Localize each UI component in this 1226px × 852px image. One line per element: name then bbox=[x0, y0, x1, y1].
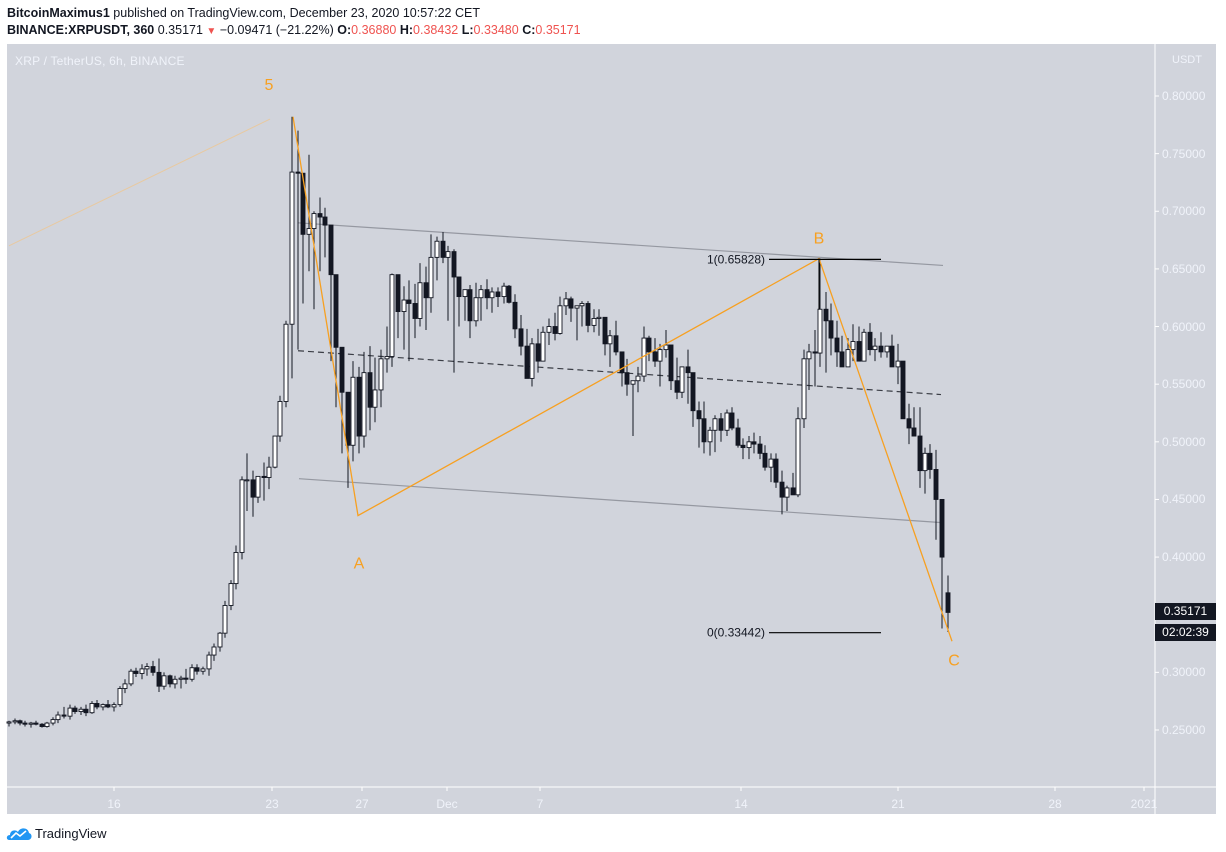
wave-label-A: A bbox=[354, 556, 365, 573]
publish-text: published on TradingView.com, December 2… bbox=[113, 6, 480, 20]
time-tick-label: 28 bbox=[1048, 797, 1062, 811]
open-label: O: bbox=[337, 23, 352, 37]
time-tick-label: 2021 bbox=[1130, 797, 1158, 811]
close-label: C: bbox=[522, 23, 536, 37]
wave-labels: 5 A B C bbox=[265, 77, 960, 669]
price-tick-label: 0.45000 bbox=[1162, 492, 1206, 507]
close-value: 0.35171 bbox=[535, 23, 581, 37]
price-tick-label: 0.80000 bbox=[1162, 89, 1206, 103]
current-price-tag: 0.35171 bbox=[1155, 603, 1216, 620]
author-name[interactable]: BitcoinMaximus1 bbox=[7, 6, 110, 20]
publish-info: BitcoinMaximus1 published on TradingView… bbox=[7, 6, 480, 20]
price-tick-label: 0.55000 bbox=[1162, 377, 1206, 392]
price-tick-label: 0.70000 bbox=[1162, 204, 1206, 219]
time-tick-label: 27 bbox=[355, 797, 369, 811]
price-axis-currency: USDT bbox=[1172, 54, 1202, 66]
wave-label-C: C bbox=[948, 652, 960, 669]
price-change: −0.09471 (−21.22%) bbox=[219, 23, 334, 37]
symbol-info-line: BINANCE:XRPUSDT, 360 0.35171 ▼ −0.09471 … bbox=[7, 23, 581, 37]
elliott-wave-path bbox=[292, 116, 953, 642]
time-tick-label: 21 bbox=[891, 797, 905, 811]
time-tick-label: 14 bbox=[734, 797, 748, 811]
down-triangle-icon: ▼ bbox=[206, 26, 217, 37]
channel-lower-line bbox=[298, 478, 941, 524]
time-axis-ticks bbox=[113, 787, 1145, 791]
time-tick-label: Dec bbox=[436, 797, 458, 811]
wave-label-B: B bbox=[814, 231, 825, 248]
time-tick-label: 23 bbox=[265, 797, 279, 811]
abc-wave-path bbox=[292, 116, 953, 642]
price-tick-label: 0.50000 bbox=[1162, 434, 1206, 449]
bar-countdown-tag: 02:02:39 bbox=[1155, 624, 1216, 641]
price-axis-ticks bbox=[1155, 95, 1159, 731]
footer-brand: TradingView bbox=[35, 825, 107, 841]
high-value: 0.38432 bbox=[413, 23, 459, 37]
tradingview-cloud-icon bbox=[6, 828, 32, 840]
last-price: 0.35171 bbox=[157, 23, 203, 37]
prior-wave-line bbox=[8, 118, 271, 247]
open-value: 0.36880 bbox=[351, 23, 397, 37]
fib-level-label: 1(0.65828) bbox=[707, 252, 765, 266]
price-tick-label: 0.60000 bbox=[1162, 319, 1206, 334]
low-label: L: bbox=[461, 23, 474, 37]
candles bbox=[6, 116, 951, 728]
price-tick-label: 0.75000 bbox=[1162, 146, 1206, 161]
chart-symbol-label: XRP / TetherUS, 6h, BINANCE bbox=[15, 54, 185, 68]
symbol-full: BINANCE:XRPUSDT, 360 bbox=[7, 23, 155, 37]
fib-level-label: 0(0.33442) bbox=[707, 626, 765, 640]
high-label: H: bbox=[399, 23, 414, 37]
tradingview-logo[interactable]: TradingView bbox=[6, 825, 107, 841]
price-tick-label: 0.40000 bbox=[1162, 550, 1206, 565]
price-tick-label: 0.65000 bbox=[1162, 261, 1206, 276]
low-value: 0.33480 bbox=[473, 23, 519, 37]
time-tick-label: 16 bbox=[107, 797, 121, 811]
channel-mid-dashed-line bbox=[297, 350, 942, 396]
drawing-lines bbox=[8, 118, 944, 524]
time-tick-label: 7 bbox=[536, 797, 544, 811]
wave-label-5: 5 bbox=[265, 77, 274, 94]
price-tick-label: 0.25000 bbox=[1162, 722, 1206, 737]
fib-levels: 1(0.65828) 0(0.33442) bbox=[707, 252, 881, 640]
price-tick-label: 0.30000 bbox=[1162, 665, 1206, 680]
chart-area[interactable] bbox=[7, 44, 1216, 814]
channel-upper-line bbox=[297, 222, 944, 267]
